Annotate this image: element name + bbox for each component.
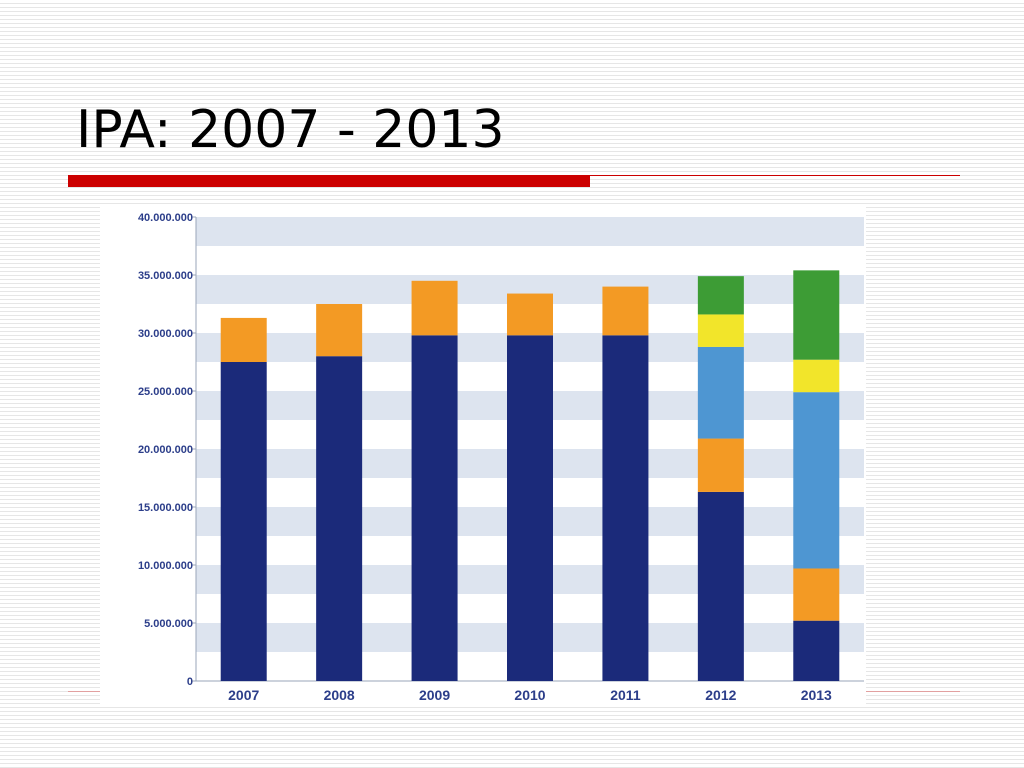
y-tick-label: 30.000.000 <box>138 328 193 340</box>
bar-segment <box>602 286 649 336</box>
x-tick-label: 2007 <box>228 687 259 703</box>
bar-segment <box>793 270 840 360</box>
bar-segment <box>697 438 744 492</box>
y-tick-label: 40.000.000 <box>138 212 193 224</box>
x-tick-label: 2011 <box>610 687 641 703</box>
y-tick-label: 0 <box>187 676 193 688</box>
y-tick-label: 25.000.000 <box>138 386 193 398</box>
bar-segment <box>793 392 840 569</box>
y-tick-label: 10.000.000 <box>138 560 193 572</box>
bar-segment <box>697 346 744 439</box>
bar-segment <box>793 620 840 681</box>
x-tick-label: 2012 <box>705 687 736 703</box>
bar-segment <box>697 314 744 347</box>
stacked-bar-chart: 0 5.000.000 10.000.000 15.000.000 20.000.000… <box>138 212 864 703</box>
grid-band <box>196 217 864 246</box>
bar-segment <box>411 280 458 336</box>
y-tick-label: 15.000.000 <box>138 502 193 514</box>
bar-segment <box>697 491 744 681</box>
title-underline-thin <box>590 175 960 176</box>
bar-segment <box>507 335 553 681</box>
bar-segment <box>316 356 363 681</box>
y-tick-label: 35.000.000 <box>138 270 193 282</box>
bar-segment <box>220 317 267 362</box>
bar-segment <box>602 335 649 681</box>
y-tick-label: 5.000.000 <box>144 618 193 630</box>
title-underline-thick <box>68 175 590 187</box>
y-tick-label: 20.000.000 <box>138 444 193 456</box>
bar-segment <box>793 359 840 393</box>
bar-segment <box>411 335 458 681</box>
bar-segment <box>697 276 744 315</box>
x-tick-label: 2010 <box>514 687 545 703</box>
bar-segment <box>316 304 363 357</box>
x-tick-label: 2013 <box>801 687 832 703</box>
bar-segment <box>220 362 267 681</box>
chart-container: 0 5.000.000 10.000.000 15.000.000 20.000.000… <box>100 205 866 705</box>
x-tick-label: 2008 <box>324 687 355 703</box>
x-tick-label: 2009 <box>419 687 450 703</box>
bar-segment <box>793 568 840 621</box>
bar-segment <box>507 293 553 336</box>
slide-title: IPA: 2007 - 2013 <box>76 100 505 160</box>
